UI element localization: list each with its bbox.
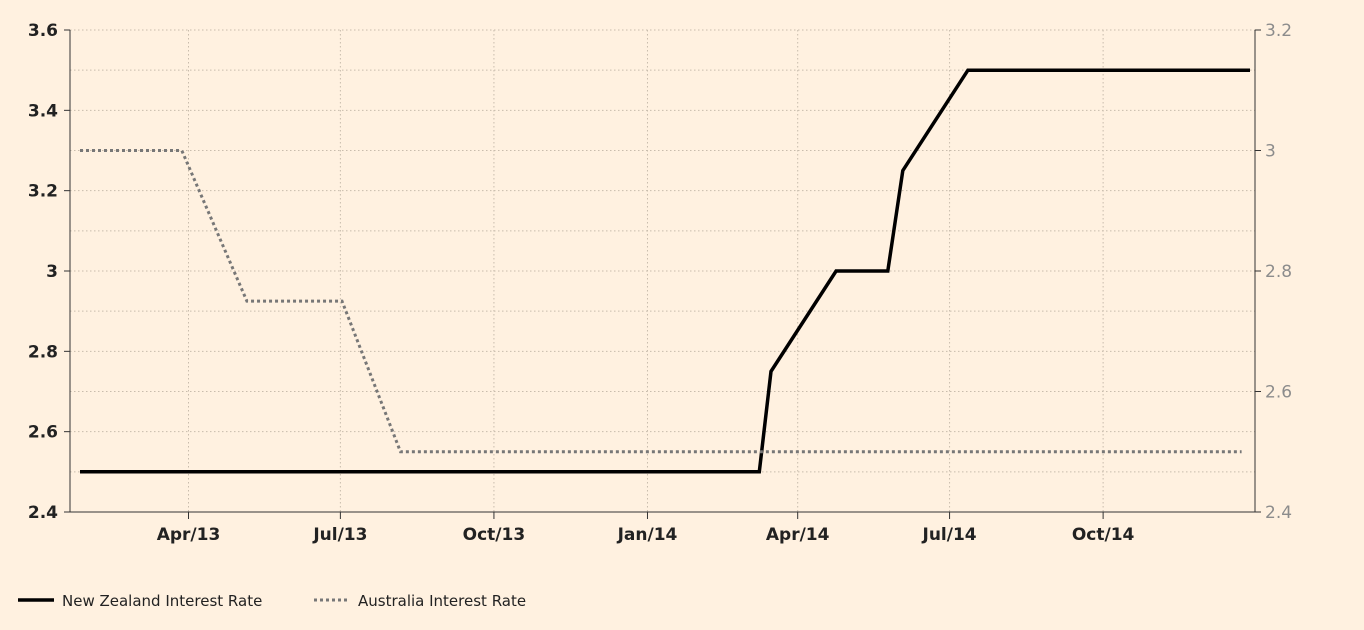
right-y-tick-label: 3 bbox=[1265, 142, 1276, 162]
x-tick-label: Oct/13 bbox=[463, 525, 526, 545]
x-tick-label: Oct/14 bbox=[1072, 525, 1135, 545]
legend-label: Australia Interest Rate bbox=[358, 592, 526, 610]
legend-label: New Zealand Interest Rate bbox=[62, 592, 262, 610]
series-lines bbox=[80, 68, 1250, 474]
new-zealand-rate-line bbox=[80, 68, 1250, 474]
left-y-tick-label: 2.8 bbox=[28, 342, 58, 362]
left-y-tick-label: 3.2 bbox=[28, 182, 58, 202]
tick-labels: Apr/13 Jul/13 Oct/13 Jan/14 Apr/14 Jul/14 Oct/… bbox=[28, 21, 1292, 545]
left-y-tick-label: 3.4 bbox=[28, 101, 58, 121]
x-tick-label: Apr/14 bbox=[766, 525, 830, 545]
x-tick-label: Jul/14 bbox=[922, 525, 977, 545]
right-y-tick-label: 2.4 bbox=[1265, 503, 1292, 523]
legend: New Zealand Interest Rate Australia Inter… bbox=[18, 592, 526, 610]
x-tick-label: Jan/14 bbox=[617, 525, 678, 545]
right-y-tick-label: 2.8 bbox=[1265, 262, 1292, 282]
grid bbox=[70, 29, 1255, 512]
right-y-tick-label: 3.2 bbox=[1265, 21, 1292, 41]
left-y-tick-label: 3 bbox=[46, 262, 58, 282]
left-y-tick-label: 2.6 bbox=[28, 423, 58, 443]
left-y-tick-label: 3.6 bbox=[28, 21, 58, 41]
left-y-tick-label: 2.4 bbox=[28, 503, 58, 523]
x-tick-label: Apr/13 bbox=[157, 525, 221, 545]
axes bbox=[64, 29, 1261, 519]
australia-rate-line bbox=[80, 149, 1242, 454]
x-tick-label: Jul/13 bbox=[312, 525, 367, 545]
right-y-tick-label: 2.6 bbox=[1265, 383, 1292, 403]
